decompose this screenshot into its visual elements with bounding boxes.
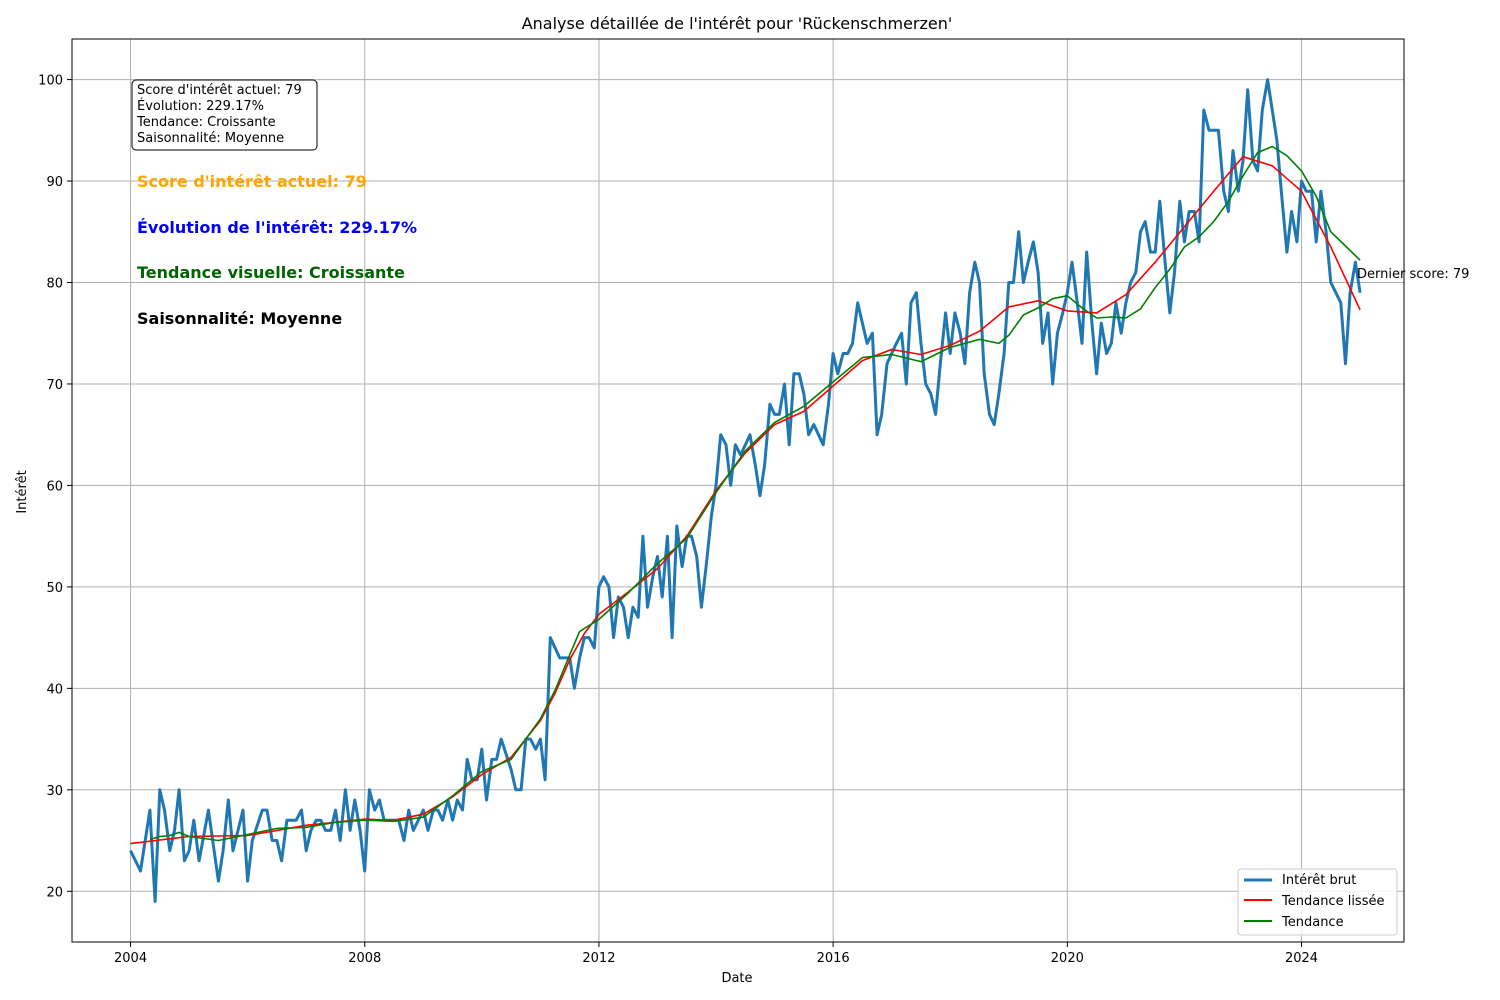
x-axis: 2004 2008 2012 2016 2020 2024 bbox=[114, 942, 1318, 966]
y-tick-label: 70 bbox=[46, 378, 63, 393]
info-box-line: Score d'intérêt actuel: 79 bbox=[137, 83, 302, 98]
legend-label-raw: Intérêt brut bbox=[1282, 873, 1356, 888]
info-box-frame bbox=[131, 79, 318, 151]
x-tick-label: 2020 bbox=[1051, 951, 1084, 966]
annotation-evolution: Évolution de l'intérêt: 229.17% bbox=[137, 218, 417, 237]
y-tick-label: 20 bbox=[46, 885, 63, 900]
chart-title: Analyse détaillée de l'intérêt pour 'Rüc… bbox=[522, 14, 953, 33]
legend: Intérêt brut Tendance lissée Tendance bbox=[1237, 868, 1398, 936]
last-point-label: Dernier score: 79 bbox=[1357, 267, 1469, 282]
info-box-line: Tendance: Croissante bbox=[136, 115, 276, 130]
y-tick-label: 40 bbox=[46, 682, 63, 697]
y-tick-label: 50 bbox=[46, 581, 63, 596]
info-box: Score d'intérêt actuel: 79 Évolution: 22… bbox=[131, 79, 318, 151]
info-box-line: Évolution: 229.17% bbox=[137, 98, 264, 114]
y-tick-label: 30 bbox=[46, 784, 63, 799]
annotation-trend: Tendance visuelle: Croissante bbox=[137, 263, 405, 282]
x-axis-label: Date bbox=[721, 971, 752, 986]
y-tick-label: 100 bbox=[38, 74, 63, 89]
series-line-trend bbox=[149, 145, 1361, 842]
series-line-raw bbox=[129, 78, 1362, 903]
annotation-seasonality: Saisonnalité: Moyenne bbox=[137, 309, 342, 328]
info-box-line: Saisonnalité: Moyenne bbox=[137, 131, 284, 146]
y-axis-label: Intérêt bbox=[15, 470, 30, 513]
x-tick-label: 2012 bbox=[582, 951, 615, 966]
legend-label-trend: Tendance bbox=[1281, 915, 1344, 930]
legend-label-smoothed: Tendance lissée bbox=[1281, 894, 1384, 909]
y-tick-label: 60 bbox=[46, 479, 63, 494]
x-tick-label: 2024 bbox=[1285, 951, 1318, 966]
y-axis: 20 30 40 50 60 70 80 90 100 bbox=[38, 74, 72, 900]
plot-frame bbox=[71, 38, 1405, 943]
x-tick-label: 2008 bbox=[348, 951, 381, 966]
legend-frame bbox=[1237, 868, 1398, 936]
x-tick-label: 2016 bbox=[817, 951, 850, 966]
y-tick-label: 80 bbox=[46, 277, 63, 292]
grid bbox=[72, 39, 1404, 942]
y-tick-label: 90 bbox=[46, 175, 63, 190]
x-tick-label: 2004 bbox=[114, 951, 147, 966]
series-layer bbox=[129, 78, 1362, 903]
annotation-score: Score d'intérêt actuel: 79 bbox=[137, 172, 367, 191]
